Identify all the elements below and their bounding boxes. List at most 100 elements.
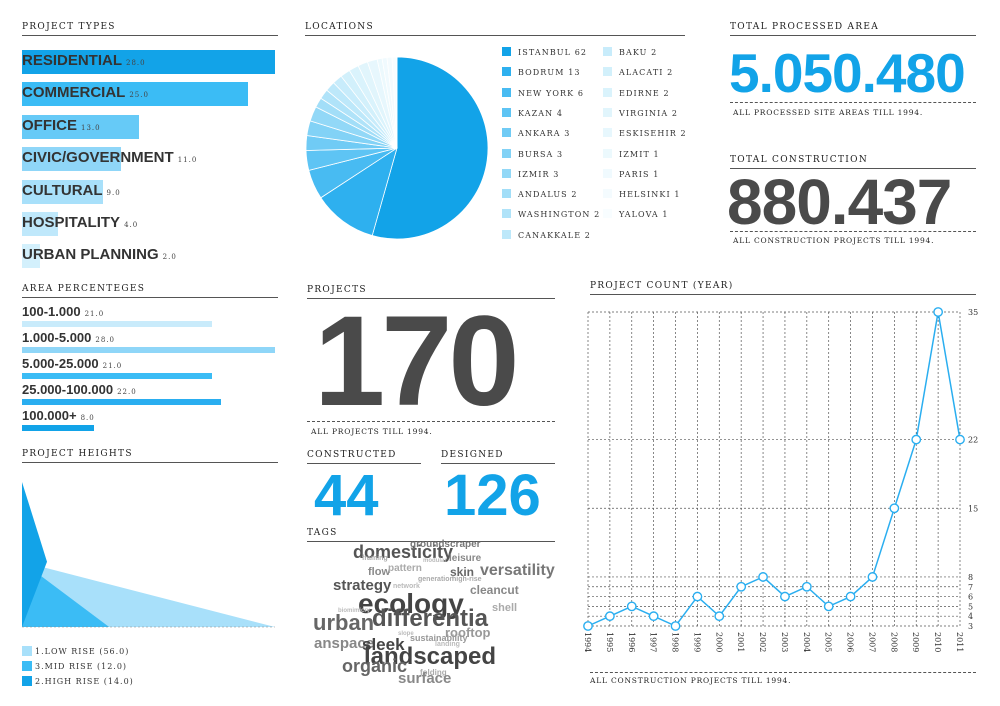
- project-type-name: COMMERCIAL: [22, 84, 126, 102]
- tag-word: organic: [342, 656, 408, 676]
- location-label: CANAKKALE 2: [518, 230, 591, 240]
- tag-word: differentia: [372, 605, 489, 632]
- area-range-label: 1.000-5.000 28.0: [22, 330, 115, 345]
- legend-swatch: [502, 209, 511, 219]
- construction-note: ALL CONSTRUCTION PROJECTS TILL 1994.: [733, 236, 935, 245]
- location-label: ISTANBUL 62: [518, 48, 588, 57]
- location-label: ALACATI 2: [619, 68, 674, 78]
- tag-word: ecology: [358, 588, 464, 619]
- data-point: [736, 581, 747, 592]
- legend-swatch: [22, 661, 32, 671]
- area-range-name: 25.000-100.000: [22, 382, 114, 397]
- height-legend-item: 3.MID RISE (12.0): [22, 661, 127, 671]
- project-type-label: CULTURAL 9.0: [22, 182, 121, 202]
- tag-word: rooftop: [445, 625, 491, 640]
- data-point: [780, 591, 790, 602]
- tag-word: urban: [313, 610, 375, 635]
- pie-slice: [371, 56, 489, 240]
- project-type-label: URBAN PLANNING 2.0: [22, 246, 177, 266]
- area-range-name: 5.000-25.000: [22, 356, 99, 371]
- x-tick-label: 2002: [758, 632, 767, 652]
- project-count-title: PROJECT COUNT (YEAR): [590, 281, 976, 295]
- legend-swatch: [502, 67, 511, 77]
- project-type-value: 28.0: [126, 59, 146, 67]
- x-tick-label: 1995: [605, 632, 614, 652]
- legend-swatch: [502, 87, 511, 97]
- x-tick-label: 2011: [955, 632, 964, 652]
- y-tick-label: 7: [968, 583, 973, 592]
- y-tick-label: 8: [968, 573, 973, 582]
- legend-swatch: [502, 107, 511, 117]
- legend-swatch: [603, 87, 612, 97]
- location-label: BAKU 2: [619, 48, 658, 57]
- location-label: IZMIT 1: [619, 149, 660, 159]
- tag-word: slope: [398, 631, 414, 637]
- location-legend-item: BODRUM 13: [502, 67, 581, 77]
- project-type-value: 2.0: [162, 253, 177, 262]
- location-legend-item: PARIS 1: [603, 168, 659, 179]
- project-types-title: PROJECT TYPES: [22, 22, 278, 36]
- legend-swatch: [603, 67, 612, 77]
- area-range-bar: [22, 425, 95, 431]
- location-label: KAZAN 4: [518, 108, 564, 118]
- legend-swatch: [603, 107, 612, 117]
- legend-swatch: [603, 168, 612, 178]
- processed-area-note: ALL PROCESSED SITE AREAS TILL 1994.: [733, 108, 924, 117]
- height-legend-label: 1.LOW RISE (56.0): [35, 647, 130, 656]
- data-point: [911, 434, 922, 445]
- location-label: YALOVA 1: [619, 210, 669, 220]
- x-tick-label: 2003: [780, 632, 789, 652]
- location-legend-item: ALACATI 2: [603, 67, 673, 77]
- area-range-bar: [22, 373, 212, 379]
- mid-rise-area: [22, 561, 110, 627]
- location-legend-item: ESKISEHIR 2: [603, 128, 687, 138]
- legend-swatch: [22, 676, 32, 686]
- project-type-bar: [22, 212, 59, 236]
- location-label: VIRGINIA 2: [619, 108, 679, 118]
- data-point: [955, 434, 965, 445]
- x-tick-label: 1999: [692, 632, 701, 652]
- legend-swatch: [502, 47, 511, 56]
- project-heights-chart: [22, 482, 275, 628]
- project-type-value: 11.0: [177, 156, 198, 165]
- x-tick-label: 1996: [627, 632, 636, 652]
- area-range-value: 22.0: [117, 388, 137, 396]
- project-type-value: 4.0: [124, 221, 139, 229]
- project-type-value: 9.0: [106, 188, 121, 197]
- tag-word: cleancut: [470, 583, 519, 597]
- location-label: ESKISEHIR 2: [619, 129, 687, 139]
- tag-word: leisure: [449, 553, 482, 564]
- data-point: [670, 621, 681, 631]
- projects-value: 170: [314, 290, 520, 433]
- x-tick-label: 2005: [824, 632, 833, 652]
- location-legend-item: ANKARA 3: [502, 128, 570, 138]
- y-tick-label: 3: [968, 622, 973, 631]
- tag-word: framing: [362, 555, 388, 562]
- legend-swatch: [502, 148, 511, 158]
- series-line: [587, 311, 961, 627]
- height-legend-label: 2.HIGH RISE (14.0): [35, 677, 134, 686]
- x-tick-label: 1997: [649, 632, 658, 652]
- project-type-name: CIVIC/GOVERNMENT: [22, 149, 174, 167]
- project-type-label: RESIDENTIAL 28.0: [22, 52, 146, 72]
- tag-word: versatility: [480, 562, 555, 579]
- x-tick-label: 2009: [911, 632, 920, 652]
- project-type-bar: [22, 82, 248, 107]
- location-legend-item: BAKU 2: [603, 47, 657, 57]
- area-range-label: 100-1.000 21.0: [22, 304, 104, 319]
- x-tick-label: 2000: [714, 632, 723, 652]
- location-legend-item: EDIRNE 2: [603, 87, 670, 98]
- area-range-bar: [22, 399, 221, 405]
- project-heights-title: PROJECT HEIGHTS: [22, 449, 278, 463]
- location-label: EDIRNE 2: [619, 88, 670, 98]
- y-tick-label: 15: [968, 504, 978, 513]
- location-label: ANKARA 3: [518, 129, 571, 139]
- tag-word: sustainability: [410, 633, 468, 643]
- tags-title: TAGS: [307, 528, 555, 542]
- x-tick-label: 1998: [671, 632, 680, 652]
- data-point: [692, 591, 703, 602]
- projects-note: ALL PROJECTS TILL 1994.: [311, 427, 433, 436]
- project-type-value: 25.0: [129, 91, 149, 100]
- y-tick-label: 4: [968, 612, 973, 621]
